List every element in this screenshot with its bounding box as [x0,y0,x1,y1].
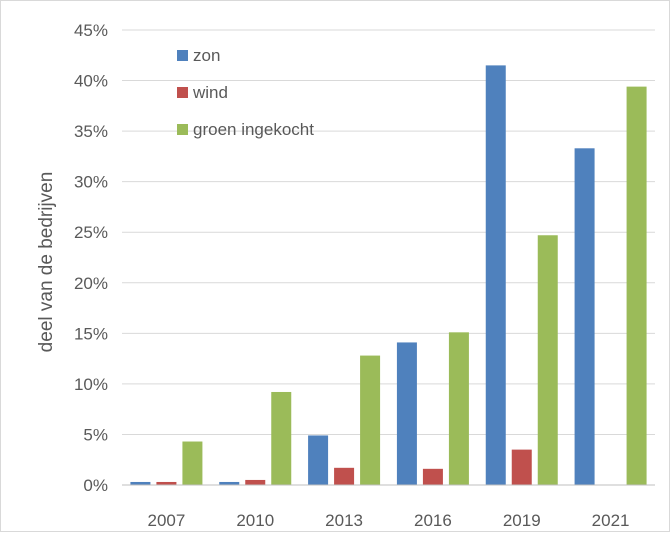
bar-groen-ingekocht [271,391,292,485]
bar-groen-ingekocht [448,332,469,485]
y-tick-label: 30% [74,173,108,192]
y-axis-label: deel van de bedrijven [36,172,57,353]
y-tick-label: 45% [74,21,108,40]
legend: zon wind groen ingekocht [177,46,314,139]
bar-wind [334,467,355,485]
x-tick-label: 2013 [325,511,363,530]
bar-groen-ingekocht [537,235,558,485]
bar-zon [574,148,595,486]
bar-wind [511,449,532,485]
legend-label: zon [193,46,220,65]
y-tick-label: 25% [74,223,108,242]
bar-zon [485,65,506,485]
bar-wind [245,479,266,485]
bar-groen-ingekocht [626,86,647,485]
bars [130,65,647,486]
x-tick-label: 2007 [148,511,186,530]
y-tick-label: 35% [74,122,108,141]
legend-swatch [177,87,188,98]
bar-zon [130,481,151,485]
y-tick-label: 40% [74,72,108,91]
x-tick-label: 2010 [236,511,274,530]
x-tick-label: 2016 [414,511,452,530]
legend-label: wind [192,83,228,102]
legend-label: groen ingekocht [193,120,314,139]
bar-zon [396,342,417,485]
bar-wind [422,468,443,485]
y-tick-label: 10% [74,375,108,394]
axes: 0% 5% 10% 15% 20% 25% 30% 35% 40% 45% 2007 2010 2013… [74,21,655,530]
y-tick-label: 5% [83,425,108,444]
legend-swatch [177,50,188,61]
bar-zon [219,481,240,485]
bar-zon [308,435,329,485]
y-tick-label: 0% [83,476,108,495]
bar-groen-ingekocht [360,355,381,485]
legend-swatch [177,124,188,135]
gridlines [122,29,655,435]
y-tick-label: 15% [74,324,108,343]
bar-groen-ingekocht [182,441,203,485]
y-tick-label: 20% [74,274,108,293]
x-tick-label: 2021 [592,511,630,530]
bar-wind [156,481,177,485]
x-tick-label: 2019 [503,511,541,530]
